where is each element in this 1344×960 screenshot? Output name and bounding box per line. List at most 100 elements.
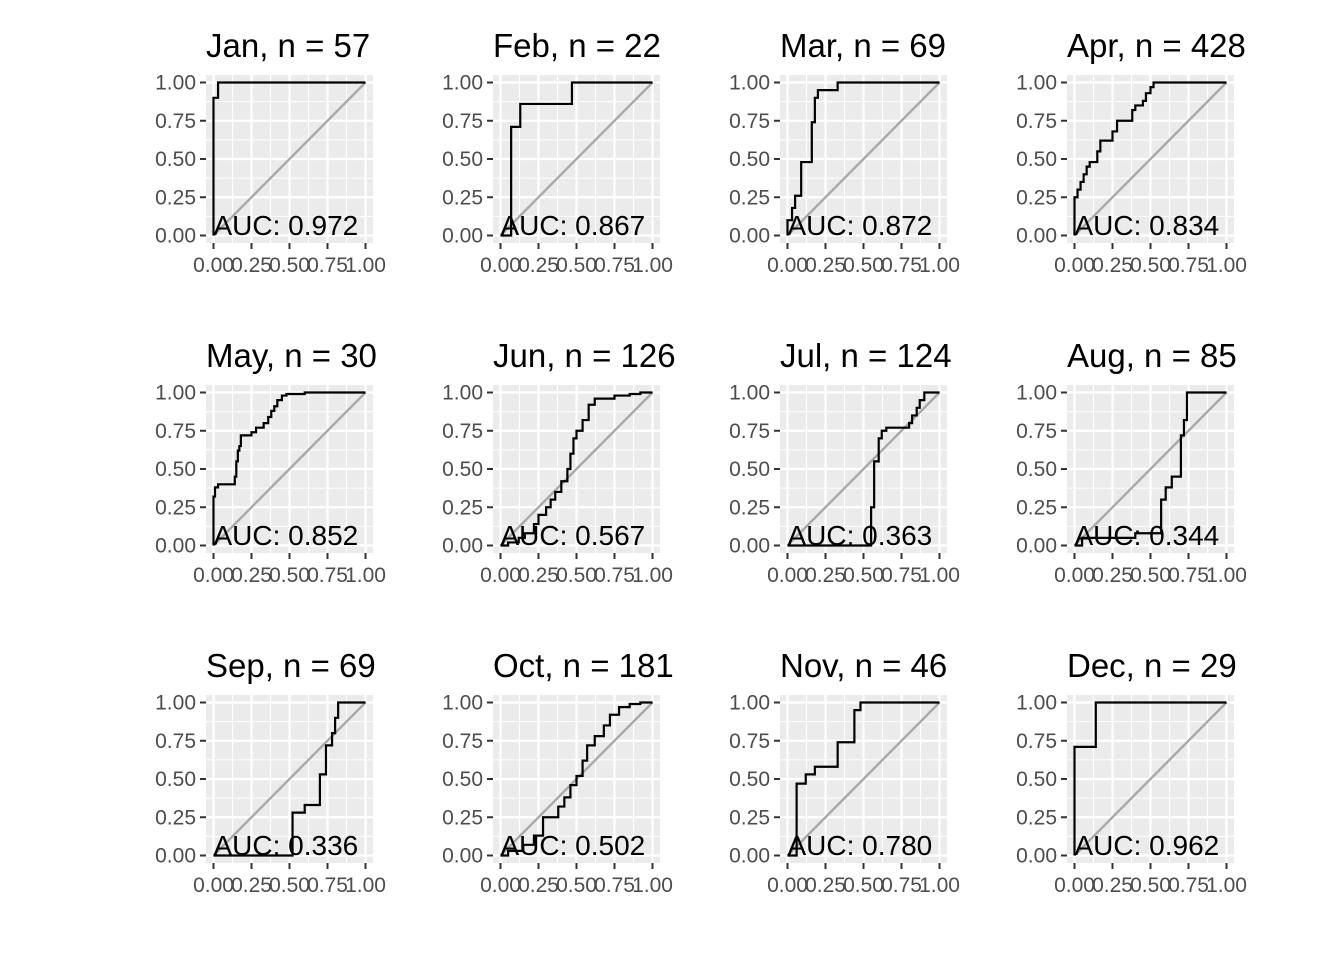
gridlines	[493, 75, 660, 243]
x-tick-label: 1.00	[345, 564, 386, 587]
panel-title: Dec, n = 29	[1067, 647, 1237, 684]
y-tick-label: 0.00	[442, 225, 483, 248]
y-tick-label: 0.25	[1016, 806, 1057, 829]
x-tick-label: 0.00	[1054, 874, 1095, 897]
x-tick-label: 0.00	[480, 564, 521, 587]
auc-label: AUC: 0.962	[1075, 830, 1220, 861]
x-tick-label: 0.75	[1168, 254, 1209, 277]
x-tick-label: 0.75	[594, 254, 635, 277]
x-tick-label: 1.00	[1206, 564, 1247, 587]
x-tick-label: 1.00	[632, 874, 673, 897]
x-tick-label: 0.25	[1092, 254, 1133, 277]
y-tick-label: 0.00	[155, 225, 196, 248]
auc-label: AUC: 0.336	[214, 830, 359, 861]
x-tick-label: 0.75	[881, 254, 922, 277]
panel-title: Feb, n = 22	[493, 27, 661, 64]
gridlines	[1067, 385, 1234, 553]
y-tick-label: 0.50	[1016, 458, 1057, 481]
x-tick-label: 0.75	[594, 564, 635, 587]
x-tick-label: 0.50	[843, 564, 884, 587]
x-tick-label: 0.50	[1130, 874, 1171, 897]
auc-label: AUC: 0.867	[501, 210, 646, 241]
y-tick-label: 0.50	[729, 458, 770, 481]
y-tick-label: 0.00	[729, 845, 770, 868]
x-tick-label: 0.25	[1092, 564, 1133, 587]
y-tick-label: 0.00	[155, 535, 196, 558]
auc-label: AUC: 0.852	[214, 520, 359, 551]
y-tick-label: 0.25	[155, 496, 196, 519]
y-tick-label: 0.00	[729, 535, 770, 558]
diagonal-reference-line	[786, 391, 941, 547]
diagonal-reference-line	[1073, 391, 1228, 547]
x-tick-label: 0.00	[767, 564, 808, 587]
y-tick-label: 0.50	[442, 148, 483, 171]
roc-curve	[787, 391, 940, 547]
x-tick-label: 0.00	[193, 564, 234, 587]
panel-title: Sep, n = 69	[206, 647, 376, 684]
diagonal-reference-line	[212, 701, 367, 857]
y-tick-label: 0.25	[1016, 496, 1057, 519]
y-tick-label: 0.25	[1016, 186, 1057, 209]
y-tick-label: 0.00	[1016, 535, 1057, 558]
panel-title: Jun, n = 126	[493, 337, 676, 374]
panel-title: Oct, n = 181	[493, 647, 674, 684]
x-tick-label: 1.00	[1206, 254, 1247, 277]
y-tick-label: 1.00	[155, 382, 196, 405]
diagonal-reference-line	[786, 81, 941, 237]
roc-curve	[212, 81, 366, 236]
roc-curve	[1073, 81, 1227, 236]
x-tick-label: 0.50	[556, 254, 597, 277]
panel-title: Mar, n = 69	[780, 27, 946, 64]
diagonal-reference-line	[1073, 701, 1228, 857]
roc-curve	[1074, 391, 1227, 547]
roc-curve	[787, 701, 940, 857]
y-tick-label: 0.50	[729, 768, 770, 791]
x-tick-label: 0.50	[556, 874, 597, 897]
roc-curve	[212, 391, 366, 546]
x-tick-label: 0.00	[1054, 564, 1095, 587]
y-tick-label: 1.00	[729, 72, 770, 95]
diagonal-reference-line	[212, 391, 367, 547]
x-tick-label: 0.75	[307, 564, 348, 587]
y-tick-label: 0.25	[442, 496, 483, 519]
x-tick-label: 1.00	[632, 564, 673, 587]
y-tick-label: 0.75	[1016, 420, 1057, 443]
x-tick-label: 0.00	[193, 874, 234, 897]
y-tick-label: 1.00	[155, 72, 196, 95]
auc-label: AUC: 0.344	[1075, 520, 1220, 551]
diagonal-reference-line	[786, 701, 941, 857]
panel-title: Jan, n = 57	[206, 27, 370, 64]
x-tick-label: 0.50	[556, 564, 597, 587]
x-tick-label: 0.00	[193, 254, 234, 277]
y-tick-label: 0.75	[155, 730, 196, 753]
y-tick-label: 0.25	[729, 496, 770, 519]
auc-label: AUC: 0.972	[214, 210, 359, 241]
x-tick-label: 0.25	[805, 254, 846, 277]
x-tick-label: 0.25	[805, 874, 846, 897]
y-tick-label: 0.75	[155, 420, 196, 443]
x-tick-label: 0.25	[518, 564, 559, 587]
x-tick-label: 0.00	[480, 254, 521, 277]
diagonal-reference-line	[212, 81, 367, 237]
x-tick-label: 1.00	[632, 254, 673, 277]
panel-title: Aug, n = 85	[1067, 337, 1237, 374]
y-tick-label: 1.00	[1016, 382, 1057, 405]
x-tick-label: 1.00	[345, 254, 386, 277]
y-tick-label: 0.75	[1016, 110, 1057, 133]
auc-label: AUC: 0.872	[788, 210, 933, 241]
x-tick-label: 0.75	[881, 874, 922, 897]
x-tick-label: 0.75	[594, 874, 635, 897]
y-tick-label: 0.75	[442, 730, 483, 753]
y-tick-label: 0.00	[1016, 845, 1057, 868]
y-tick-label: 0.25	[155, 186, 196, 209]
auc-label: AUC: 0.567	[501, 520, 646, 551]
y-tick-label: 0.50	[155, 768, 196, 791]
